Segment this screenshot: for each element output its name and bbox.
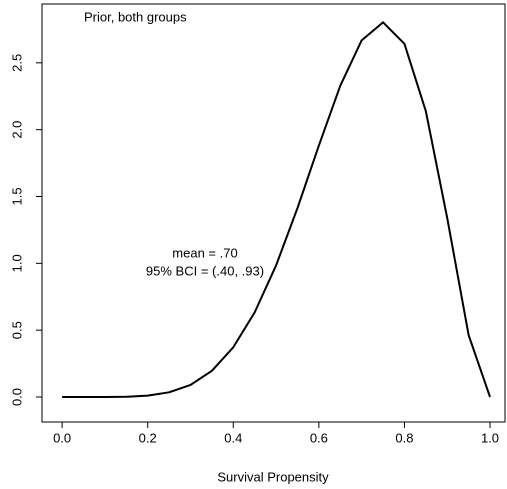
x-tick-label: 0.6 [310, 430, 328, 445]
density-line [62, 21, 491, 399]
x-tick-label: 0.8 [395, 430, 413, 445]
y-tick-label: 0.5 [9, 321, 24, 339]
annotation: mean = .70 [172, 245, 237, 260]
annotation: 95% BCI = (.40, .93) [146, 263, 264, 278]
x-axis-label: Survival Propensity [217, 469, 329, 484]
x-tick-label: 0.2 [139, 430, 157, 445]
y-tick-label: 1.0 [9, 254, 24, 272]
x-tick-label: 0.4 [224, 430, 242, 445]
y-tick-label: 2.0 [9, 121, 24, 139]
plot-frame [41, 3, 506, 423]
x-tick-label: 1.0 [481, 430, 499, 445]
y-tick-label: 1.5 [9, 187, 24, 205]
x-tick-label: 0.0 [53, 430, 71, 445]
annotation: Prior, both groups [84, 9, 187, 24]
y-tick-label: 0.0 [9, 388, 24, 406]
y-tick-label: 2.5 [9, 54, 24, 72]
